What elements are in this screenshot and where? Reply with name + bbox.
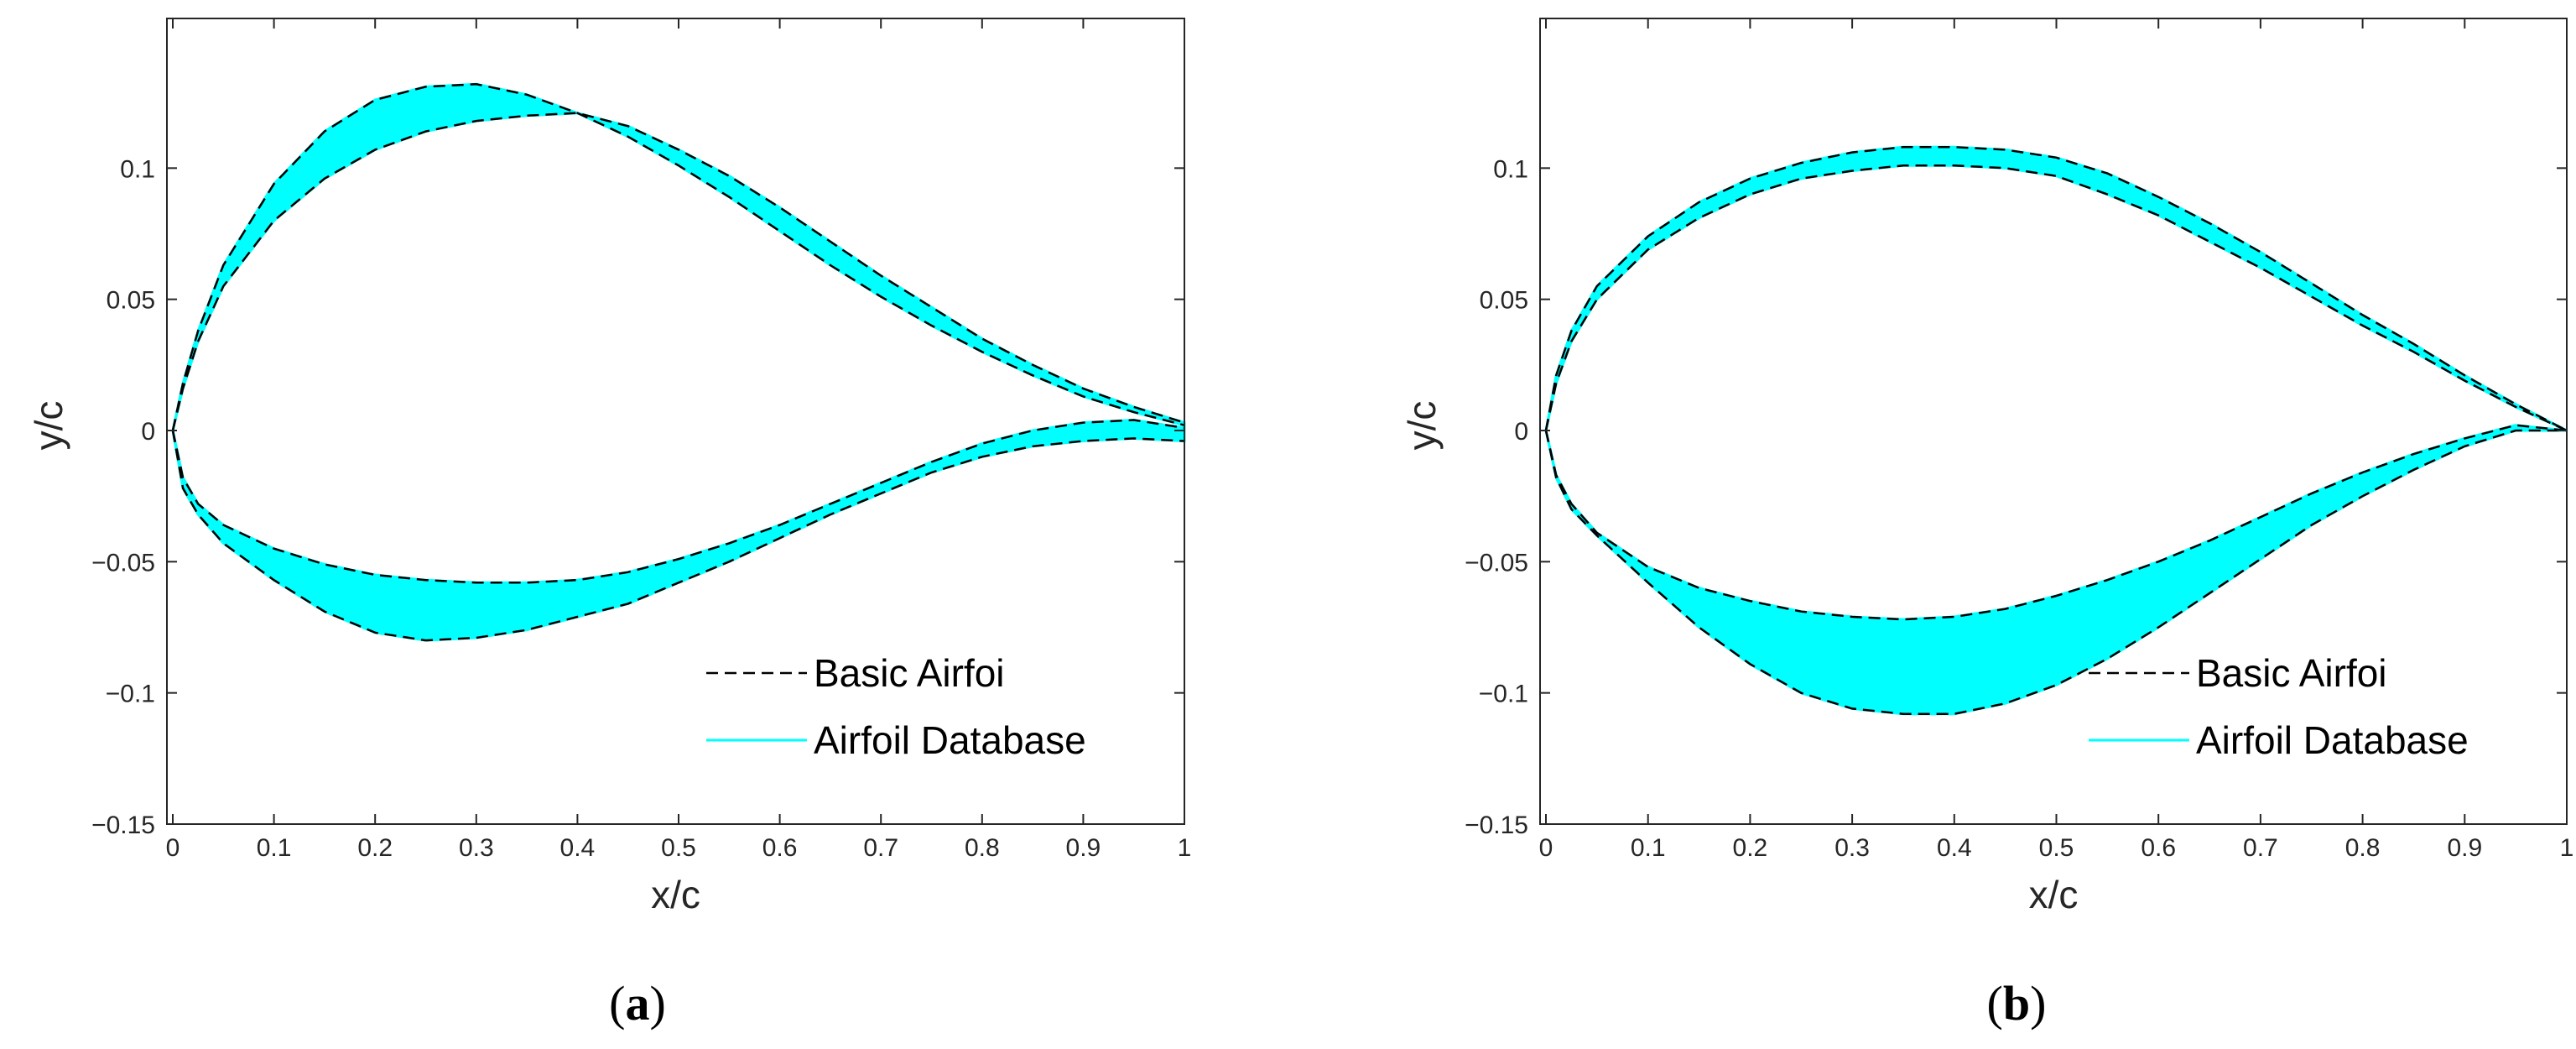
panel-a-y-tick-label: −0.15 <box>91 812 155 839</box>
panel-a-x-tick-label: 0.8 <box>965 834 1000 862</box>
panel-a-x-tick-label: 0.7 <box>863 834 898 862</box>
caption-a-close: ) <box>650 976 666 1031</box>
panel-b-x-tick-label: 0.3 <box>1834 834 1870 862</box>
panel-b-x-tick-label: 0.6 <box>2141 834 2176 862</box>
panel-label-a: (a) <box>609 976 666 1031</box>
panel-b-x-tick-label: 0.4 <box>1937 834 1972 862</box>
panel-a-x-tick-label: 0.9 <box>1066 834 1101 862</box>
caption-b-close: ) <box>2030 976 2046 1031</box>
panel-a-x-tick-label: 0 <box>166 834 180 862</box>
panel-a-x-tick-label: 0.1 <box>257 834 292 862</box>
panel-a-basic-curve-upper-inner <box>171 112 1185 431</box>
panel-a-x-tick-label: 0.3 <box>459 834 494 862</box>
panel-a-x-tick-label: 0.6 <box>762 834 798 862</box>
panel-b-y-tick-label: −0.05 <box>1465 549 1528 577</box>
panel-a-y-tick-label: 0 <box>141 418 155 446</box>
panel-a-legend-label-basic: Basic Airfoi <box>814 651 1005 695</box>
panel-a-x-tick-label: 0.2 <box>357 834 393 862</box>
panel-b-x-tick-label: 0.5 <box>2039 834 2074 862</box>
panel-a-y-tick-label: −0.05 <box>91 549 155 577</box>
panel-b-legend-label-basic: Basic Airfoi <box>2196 651 2387 695</box>
chart-panel-a: 0 0.1 0.2 0.3 0.4 0.5 0.6 0.7 0.8 0.9 1 −0.15 −0.1 −0… <box>27 18 1191 916</box>
panel-b-y-tick-label: −0.1 <box>1479 681 1528 708</box>
panel-label-b: (b) <box>1987 976 2047 1031</box>
panel-a-basic-curve-lower-outer <box>171 430 1185 642</box>
panel-b-axes-box <box>1539 18 2568 825</box>
panel-b-basic-curve-lower-outer <box>1544 429 2567 715</box>
panel-b-x-tick-label: 0.1 <box>1631 834 1666 862</box>
panel-a-legend-label-database: Airfoil Database <box>814 718 1086 762</box>
chart-panel-b: 0 0.1 0.2 0.3 0.4 0.5 0.6 0.7 0.8 0.9 1 −0.15 −0.1 −0… <box>1400 18 2573 916</box>
panel-a-axes-box <box>166 18 1185 825</box>
panel-a-y-axis-label: y/c <box>27 401 70 451</box>
panel-b-y-tick-label: 0 <box>1514 418 1528 446</box>
panel-a-lower-band <box>171 418 1186 642</box>
panel-b-legend-label-database: Airfoil Database <box>2196 718 2469 762</box>
panel-b-x-axis-label: x/c <box>2029 873 2079 916</box>
panel-a-basic-curve-lower-inner <box>171 419 1185 584</box>
panel-b-y-axis-label: y/c <box>1400 401 1444 451</box>
panel-b-basic-curve-upper-inner <box>1544 164 2568 432</box>
panel-a-basic-curve-upper-outer <box>171 83 1185 431</box>
panel-b-upper-band <box>1544 145 2568 432</box>
panel-b-lower-band <box>1544 424 2568 716</box>
panel-b-y-tick-label: 0.05 <box>1480 287 1528 315</box>
panel-b-basic-curve-lower-inner <box>1544 424 2568 621</box>
panel-a-x-tick-label: 1 <box>1178 834 1192 862</box>
panel-a-y-tick-label: 0.1 <box>120 155 155 183</box>
panel-b-x-tick-label: 1 <box>2560 834 2574 862</box>
caption-a-open: ( <box>609 976 625 1031</box>
panel-b-y-tick-label: 0.1 <box>1493 155 1528 183</box>
panel-a-upper-band <box>171 82 1186 431</box>
caption-a-letter: a <box>626 976 650 1031</box>
panel-a-y-tick-label: 0.05 <box>107 287 155 315</box>
panel-b-x-tick-label: 0.2 <box>1733 834 1768 862</box>
panel-a-y-tick-label: −0.1 <box>106 681 155 708</box>
panel-a-x-tick-label: 0.5 <box>661 834 696 862</box>
caption-b-open: ( <box>1987 976 2003 1031</box>
panel-b-x-tick-label: 0.8 <box>2345 834 2381 862</box>
panel-b-x-tick-label: 0.9 <box>2447 834 2482 862</box>
panel-b-basic-curve-upper-outer <box>1544 146 2568 432</box>
panel-a-x-axis-label: x/c <box>651 873 700 916</box>
caption-b-letter: b <box>2003 976 2030 1031</box>
panel-b-x-tick-label: 0.7 <box>2243 834 2278 862</box>
panel-a-x-tick-label: 0.4 <box>560 834 596 862</box>
panel-b-x-tick-label: 0 <box>1539 834 1553 862</box>
panel-b-y-tick-label: −0.15 <box>1465 812 1528 839</box>
